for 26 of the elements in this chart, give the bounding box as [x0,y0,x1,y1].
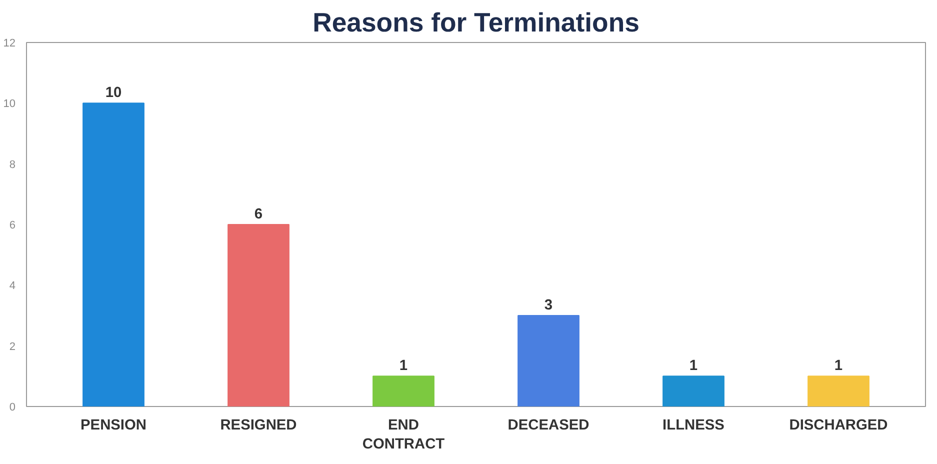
y-tick-label: 6 [9,220,16,232]
y-tick-label: 12 [3,38,16,50]
y-tick-label: 2 [9,340,16,353]
x-tick-label: ILLNESS [662,418,725,434]
bar [662,376,724,406]
x-tick-label: RESIGNED [220,418,297,434]
x-tick-label: DECEASED [508,418,590,434]
data-label: 3 [544,298,553,314]
bar [808,376,870,406]
y-tick-label: 10 [3,98,16,110]
y-tick-label: 4 [9,280,16,292]
bar [82,102,144,406]
chart-title: Reasons for Terminations [312,8,640,38]
x-tick-label: END CONTRACT [362,418,445,453]
x-tick-label: PENSION [80,418,146,434]
data-label: 1 [399,358,408,374]
bar [372,376,434,406]
y-tick-label: 8 [9,158,16,171]
data-label: 6 [254,206,263,222]
data-label: 10 [105,85,122,102]
data-label: 1 [689,358,698,374]
bar [518,315,580,406]
data-label: 1 [834,358,843,374]
x-tick-label: DISCHARGED [789,418,888,434]
bar [228,224,290,406]
y-tick-label: 0 [9,402,16,414]
